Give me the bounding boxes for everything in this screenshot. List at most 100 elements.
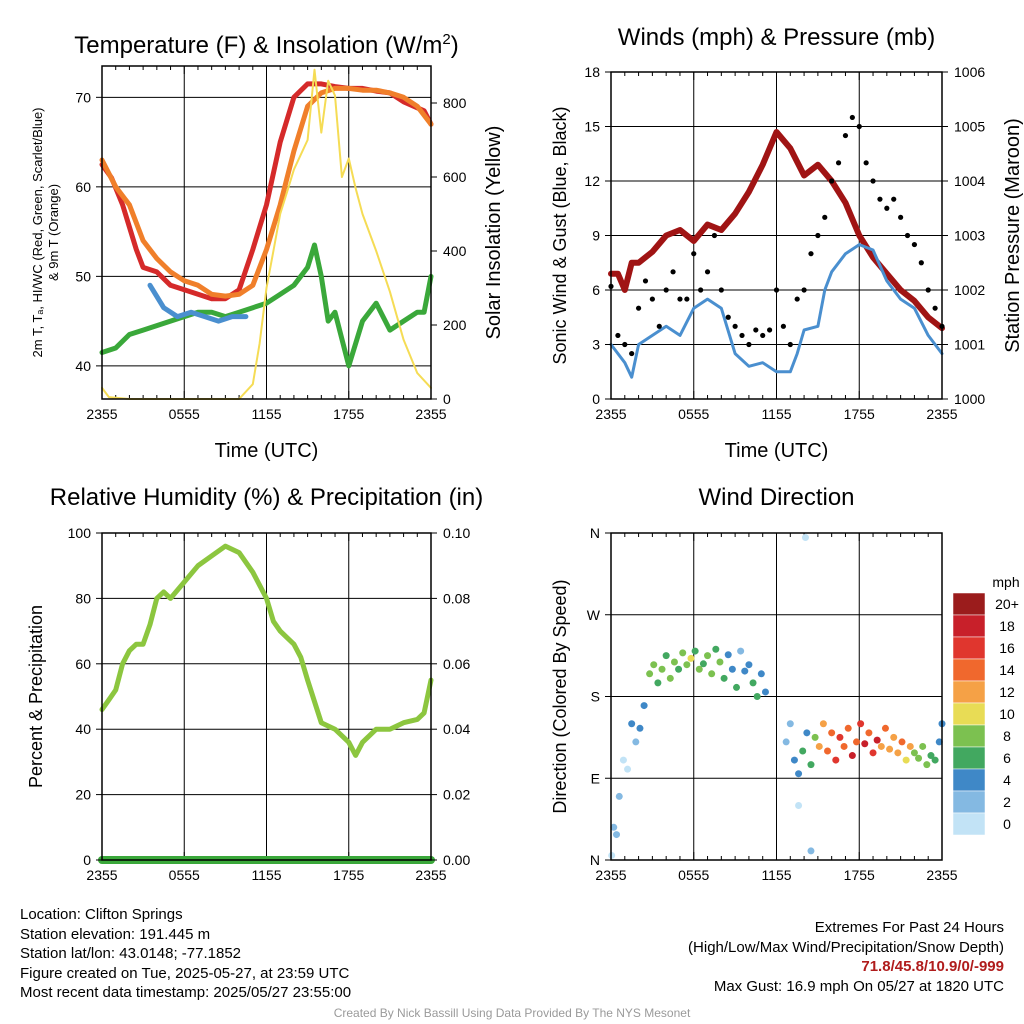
legend-label: 14 <box>999 662 1015 678</box>
direction-point <box>749 679 757 687</box>
y2-tick-label: 1004 <box>954 173 985 189</box>
y-tick-label: 0 <box>83 852 91 868</box>
direction-point <box>927 752 935 760</box>
direction-point <box>658 665 666 673</box>
gust-point <box>822 214 828 220</box>
gust-point <box>746 341 752 348</box>
extremes-title: Extremes For Past 24 Hours <box>814 919 1004 936</box>
direction-point <box>613 831 621 839</box>
x-tick-label: 0555 <box>678 867 709 883</box>
panel-title: Relative Humidity (%) & Precipitation (i… <box>50 484 483 511</box>
legend-label: 10 <box>999 706 1015 722</box>
direction-point <box>890 733 898 741</box>
y2-tick-label: 0.08 <box>443 590 470 606</box>
direction-point <box>640 702 648 710</box>
x-tick-label: 1755 <box>333 867 364 883</box>
direction-point <box>699 660 707 668</box>
y-tick-label: 18 <box>584 64 600 80</box>
y-tick-label: 60 <box>75 656 91 672</box>
direction-point <box>724 651 732 659</box>
series-line <box>99 543 434 758</box>
direction-point <box>807 761 815 769</box>
direction-point <box>819 720 827 728</box>
y-tick-label: 40 <box>75 358 91 374</box>
x-tick-label: 2355 <box>595 867 626 883</box>
direction-point <box>795 802 803 809</box>
x-tick-label: 2355 <box>86 867 117 883</box>
y-tick-label: 3 <box>592 337 600 353</box>
gust-point <box>663 287 669 293</box>
x-tick-label: 2355 <box>926 406 957 422</box>
y2-axis-label: Station Pressure (Maroon) <box>1002 118 1024 353</box>
direction-point <box>852 738 860 746</box>
x-tick-label: 1155 <box>251 406 281 422</box>
y-tick-label: 9 <box>592 228 600 244</box>
direction-point <box>757 670 765 678</box>
panel-title: Temperature (F) & Insolation (W/m2) <box>74 31 458 59</box>
direction-point <box>919 742 927 750</box>
legend-swatch <box>952 592 986 616</box>
gust-point <box>904 232 911 239</box>
gust-point <box>884 205 890 211</box>
gust-point <box>801 287 807 293</box>
direction-point <box>695 665 703 673</box>
y2-tick-label: 0 <box>443 391 451 407</box>
y2-tick-label: 0.00 <box>443 852 470 868</box>
grid-lines <box>101 533 432 860</box>
gust-point <box>835 160 842 166</box>
direction-point <box>873 736 881 744</box>
direction-point <box>877 742 885 750</box>
gust-point <box>622 341 628 348</box>
gust-point <box>753 327 759 333</box>
legend-label: 12 <box>999 684 1015 700</box>
y2-tick-label: 800 <box>443 95 467 111</box>
legend-swatch <box>952 724 986 748</box>
legend-label: 4 <box>1003 772 1011 788</box>
y-tick-label: 6 <box>592 282 600 298</box>
y-tick-label: 40 <box>75 721 91 737</box>
direction-point <box>666 674 674 682</box>
panel-title: Winds (mph) & Pressure (mb) <box>618 24 935 51</box>
x-tick-label: 2355 <box>86 406 117 422</box>
direction-point <box>624 765 632 773</box>
direction-point <box>691 647 699 655</box>
gust-point <box>767 327 773 333</box>
direction-point <box>636 724 644 732</box>
y-tick-label: 12 <box>584 173 600 189</box>
x-tick-label: 1755 <box>844 406 875 422</box>
gust-point <box>815 232 821 239</box>
direction-point <box>786 720 794 728</box>
y-tick-label: 100 <box>68 525 92 541</box>
gust-point <box>808 251 814 257</box>
most-recent-timestamp: Most recent data timestamp: 2025/05/27 2… <box>20 984 352 1001</box>
direction-point <box>935 738 943 746</box>
legend-swatch <box>952 636 986 660</box>
x-axis-label: Time (UTC) <box>215 440 319 462</box>
y-tick-label: 60 <box>75 179 91 195</box>
direction-point <box>704 652 712 660</box>
x-tick-label: 2355 <box>926 867 957 883</box>
y-tick-label: 80 <box>75 590 91 606</box>
gust-point <box>704 269 711 275</box>
direction-point <box>801 534 809 542</box>
direction-point <box>799 747 807 755</box>
y-tick-label: E <box>591 770 600 786</box>
x-tick-label: 0555 <box>678 406 709 422</box>
grid-lines <box>610 72 943 399</box>
x-tick-label: 1755 <box>333 406 364 422</box>
y-axis-label: Direction (Colored By Speed) <box>550 579 570 813</box>
gust-point <box>898 214 904 220</box>
direction-point <box>683 661 691 669</box>
gust-point <box>635 305 642 311</box>
direction-point <box>782 738 790 746</box>
legend-swatch <box>952 812 986 836</box>
x-tick-label: 0555 <box>169 867 200 883</box>
gust-point <box>863 160 869 166</box>
gust-point <box>856 123 862 130</box>
direction-point <box>708 670 716 678</box>
direction-point <box>628 720 636 728</box>
y-tick-label: 50 <box>75 268 91 284</box>
series-line <box>609 243 944 379</box>
direction-point <box>865 729 873 737</box>
gust-point <box>925 287 931 293</box>
